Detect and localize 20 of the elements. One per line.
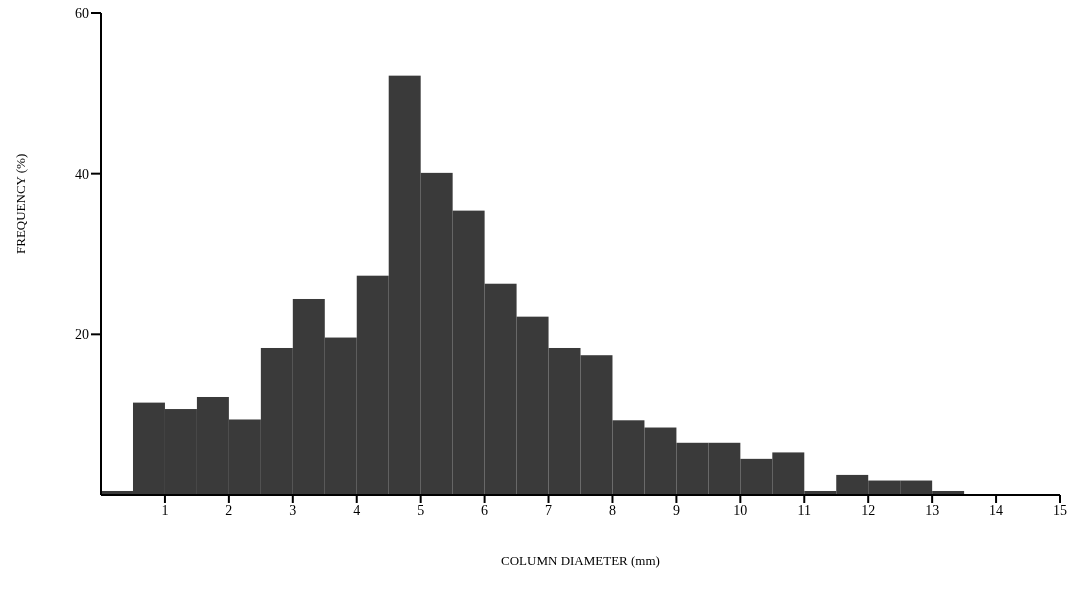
x-tick-label: 3: [289, 502, 297, 518]
x-tick-label: 7: [545, 502, 553, 518]
x-tick-label: 13: [925, 502, 940, 518]
x-tick-label: 5: [417, 502, 425, 518]
y-tick-label: 60: [75, 5, 89, 21]
x-tick-label: 8: [608, 502, 616, 518]
x-tick-label: 9: [672, 502, 680, 518]
y-axis-title: FREQUENCY (%): [12, 153, 28, 254]
x-axis-title: COLUMN DIAMETER (mm): [501, 553, 660, 568]
y-tick-label: 40: [75, 166, 89, 182]
x-tick-label: 11: [797, 502, 812, 518]
x-tick-label: 4: [353, 502, 361, 518]
x-tick-label: 6: [481, 502, 489, 518]
x-tick-label: 2: [225, 502, 233, 518]
x-tick-label: 14: [989, 502, 1004, 518]
x-tick-label: 10: [733, 502, 748, 518]
x-tick-label: 15: [1053, 502, 1067, 518]
x-tick-label: 12: [861, 502, 876, 518]
y-tick-label: 20: [75, 327, 89, 343]
x-tick-label: 1: [161, 502, 169, 518]
